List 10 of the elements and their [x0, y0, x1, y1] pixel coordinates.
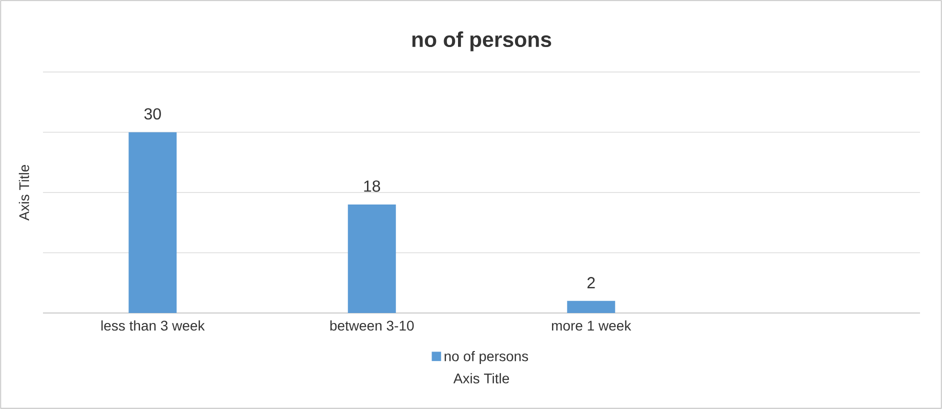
data-label: 30	[144, 108, 161, 120]
x-tick-label: less than 3 week	[101, 320, 205, 331]
x-tick-label: more 1 week	[552, 320, 632, 331]
x-axis-title: Axis Title	[453, 373, 510, 384]
x-tick-label: between 3-10	[330, 320, 414, 331]
data-label: 2	[587, 277, 595, 288]
y-axis-title: Axis Title	[18, 164, 30, 221]
data-label: 18	[364, 180, 380, 192]
chart-title: no of persons	[412, 31, 552, 52]
legend-label: no of persons	[444, 351, 528, 364]
